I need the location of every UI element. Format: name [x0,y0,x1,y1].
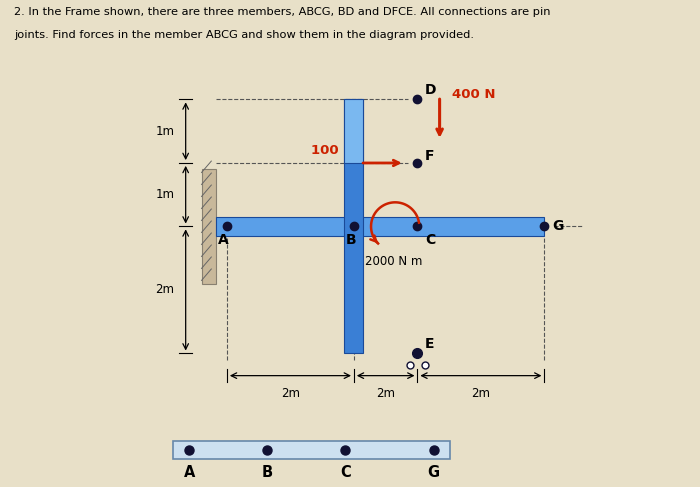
Text: F: F [425,149,435,163]
Text: G: G [428,465,440,480]
Bar [344,99,363,354]
Bar [202,169,216,283]
Text: 2m: 2m [281,387,300,400]
Text: 400 N: 400 N [452,88,496,101]
Text: 2m: 2m [376,387,396,400]
Text: 2m: 2m [155,283,174,297]
Text: 2000 N m: 2000 N m [365,255,422,268]
Text: joints. Find forces in the member ABCG and show them in the diagram provided.: joints. Find forces in the member ABCG a… [14,30,474,40]
Bar [216,217,545,236]
Text: C: C [340,465,351,480]
Text: A: A [184,465,195,480]
Text: 2. In the Frame shown, there are three members, ABCG, BD and DFCE. All connectio: 2. In the Frame shown, there are three m… [14,7,550,18]
Text: D: D [425,83,437,97]
Bar [344,99,363,163]
Text: B: B [262,465,273,480]
Text: 100 N: 100 N [311,144,354,157]
Text: 1m: 1m [155,125,174,138]
Text: 2m: 2m [471,387,491,400]
Text: B: B [345,233,356,247]
Text: 1m: 1m [155,188,174,201]
Text: A: A [218,233,229,247]
Text: E: E [425,337,435,351]
Bar [174,441,449,459]
Text: G: G [552,219,564,233]
Text: C: C [425,233,435,247]
